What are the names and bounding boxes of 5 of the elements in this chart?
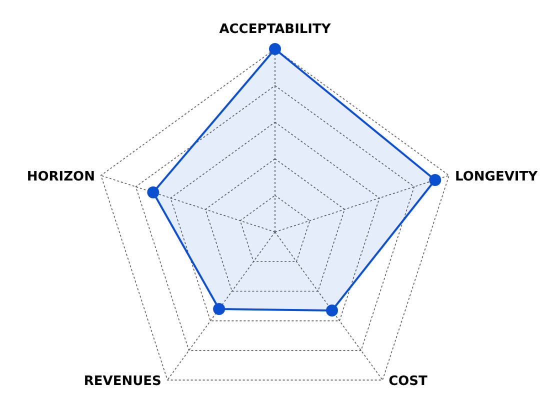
spoke-label: HORIZON (26, 169, 95, 184)
spoke-label: LONGEVITY (455, 169, 538, 184)
spoke-label: REVENUES (84, 374, 162, 390)
spoke-label: ACCEPTABILITY (219, 22, 332, 37)
spoke-label: COST (388, 374, 428, 390)
